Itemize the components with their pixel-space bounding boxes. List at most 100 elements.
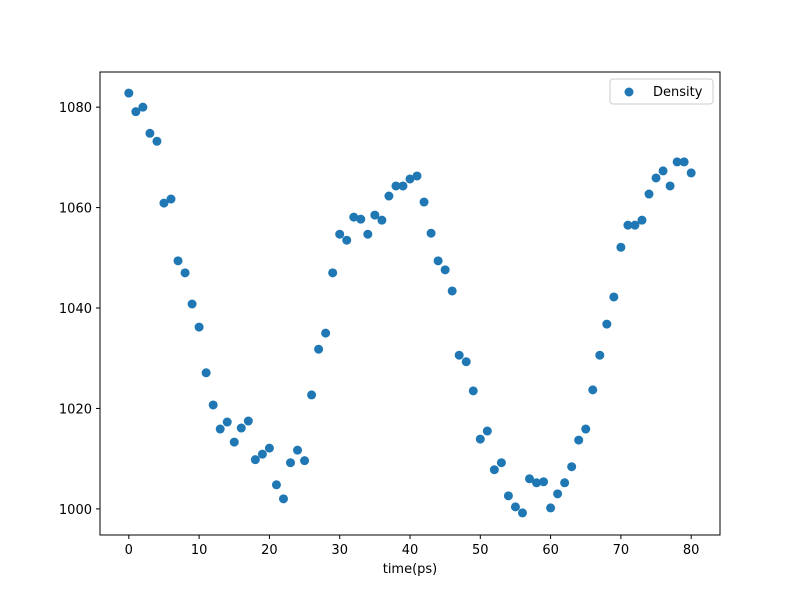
x-tick-label: 50	[472, 543, 489, 558]
x-tick-label: 60	[542, 543, 559, 558]
point	[131, 107, 141, 117]
x-axis-label: time(ps)	[383, 562, 438, 577]
point	[194, 322, 204, 332]
x-tick-label: 80	[683, 543, 700, 558]
point	[665, 181, 675, 191]
point	[152, 136, 162, 146]
point	[307, 390, 317, 400]
point	[630, 220, 640, 230]
point	[440, 265, 450, 275]
point	[398, 181, 408, 191]
point	[321, 328, 331, 338]
point	[574, 435, 584, 445]
point	[581, 424, 591, 434]
point	[447, 286, 457, 296]
point	[651, 173, 661, 183]
point	[475, 434, 485, 444]
x-tick-label: 40	[402, 543, 419, 558]
point	[637, 215, 647, 225]
point	[433, 256, 443, 266]
point	[426, 228, 436, 238]
x-tick-label: 20	[261, 543, 278, 558]
point	[257, 449, 267, 459]
point	[229, 437, 239, 447]
point	[588, 385, 598, 395]
point	[517, 508, 527, 518]
y-tick-label: 1080	[59, 101, 92, 116]
x-tick-label: 30	[331, 543, 348, 558]
point	[264, 443, 274, 453]
point	[363, 229, 373, 239]
point	[314, 344, 324, 354]
point	[215, 424, 225, 434]
point	[250, 455, 260, 465]
point	[658, 166, 668, 176]
legend-marker	[624, 87, 634, 97]
point	[454, 350, 464, 360]
plot-frame	[99, 71, 721, 536]
point	[356, 214, 366, 224]
point	[609, 292, 619, 302]
y-tick-label: 1020	[59, 402, 92, 417]
point	[335, 229, 345, 239]
point	[644, 189, 654, 199]
point	[293, 445, 303, 455]
legend-box	[609, 78, 714, 105]
point	[300, 456, 310, 466]
legend-label: Density	[653, 85, 703, 100]
point	[510, 502, 520, 512]
point	[201, 368, 211, 378]
point	[377, 215, 387, 225]
point	[496, 458, 506, 468]
point	[686, 168, 696, 178]
point	[166, 194, 176, 204]
point	[489, 465, 499, 475]
y-tick-label: 1060	[59, 202, 92, 217]
y-tick-label: 1000	[59, 503, 92, 518]
point	[405, 174, 415, 184]
point	[553, 489, 563, 499]
point	[236, 423, 246, 433]
point	[328, 268, 338, 278]
point	[468, 386, 478, 396]
point	[173, 256, 183, 266]
point	[532, 478, 542, 488]
point	[525, 474, 535, 484]
point	[271, 480, 281, 490]
point	[180, 268, 190, 278]
point	[679, 157, 689, 167]
point	[285, 458, 295, 468]
point	[222, 417, 232, 427]
point	[595, 350, 605, 360]
point	[602, 319, 612, 329]
point	[208, 400, 218, 410]
point	[243, 416, 253, 426]
point	[384, 191, 394, 201]
point	[145, 128, 155, 138]
x-tick-label: 10	[191, 543, 208, 558]
point	[159, 198, 169, 208]
x-tick-label: 0	[125, 543, 133, 558]
point	[278, 494, 288, 504]
point	[124, 88, 134, 98]
point	[560, 478, 570, 488]
point	[567, 462, 577, 472]
point	[616, 242, 626, 252]
point	[419, 197, 429, 207]
point	[546, 503, 556, 513]
x-tick-label: 70	[613, 543, 630, 558]
point	[672, 157, 682, 167]
point	[370, 210, 380, 220]
point	[503, 491, 513, 501]
point	[539, 477, 549, 487]
point	[391, 181, 401, 191]
y-tick-label: 1040	[59, 302, 92, 317]
point	[349, 212, 359, 222]
point	[623, 220, 633, 230]
point	[342, 235, 352, 245]
point	[461, 357, 471, 367]
point	[138, 102, 148, 112]
point	[187, 299, 197, 309]
